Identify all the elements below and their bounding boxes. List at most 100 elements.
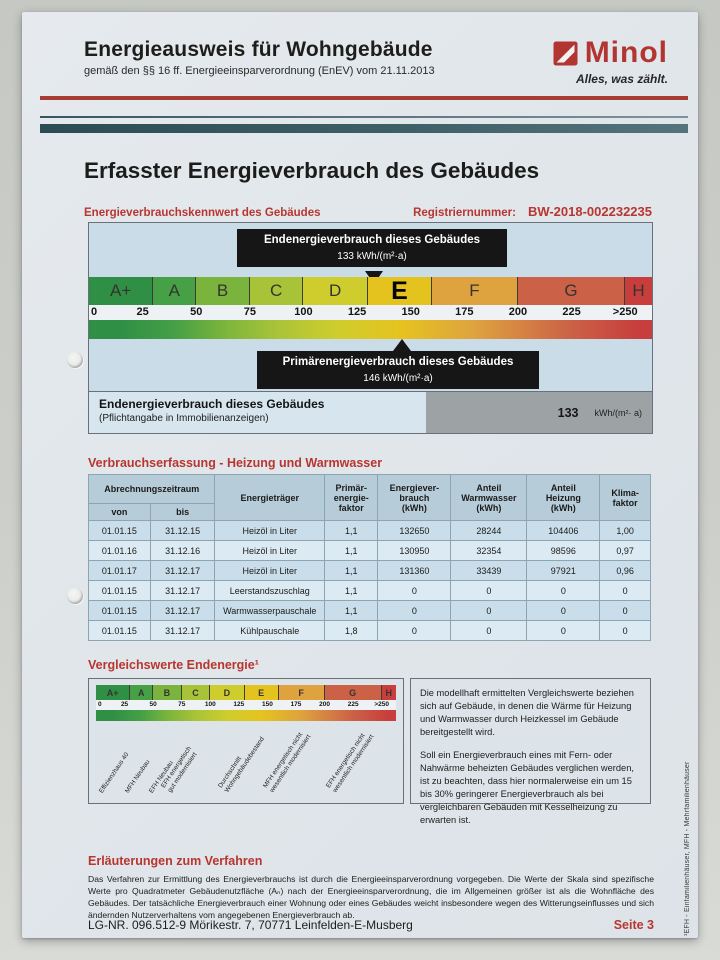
tick-125: 125 — [347, 306, 367, 318]
table-cell: Heizöl in Liter — [214, 540, 326, 561]
registry-number: BW-2018-002232235 — [527, 204, 652, 219]
comparison-scale-box: A+ A B C D E F G H 0 25 50 75 100 125 150 175 200 225 >250… — [88, 678, 404, 804]
table-cell: 01.01.15 — [88, 620, 151, 641]
table-cell: 28244 — [450, 520, 528, 541]
table-cell: 0 — [450, 620, 528, 641]
table-row: 01.01.17 31.12.17 Heizöl in Liter 1,1 131360… — [88, 560, 651, 581]
table-cell: 104406 — [526, 520, 601, 541]
table-cell: 1,1 — [324, 560, 379, 581]
end-energy-result-row: Endenergieverbrauch dieses Gebäudes (Pfl… — [89, 391, 652, 433]
tick-0: 0 — [98, 701, 102, 708]
end-energy-callout-value: 133 kWh/(m²·a) — [337, 250, 407, 262]
table-cell: 130950 — [377, 540, 452, 561]
scale-class-A+: A+ — [96, 685, 131, 700]
table-cell: 0 — [377, 580, 452, 601]
table-cell: 97921 — [526, 560, 601, 581]
energy-gradient-bar — [89, 320, 652, 339]
tick-100: 100 — [294, 306, 313, 318]
tick-50: 50 — [190, 306, 203, 318]
comparison-note-1: Die modellhaft ermittelten Vergleichswer… — [420, 688, 634, 738]
document-subtitle: gemäß den §§ 16 ff. Energieeinsparverord… — [84, 65, 435, 77]
tick-175: 175 — [455, 306, 474, 318]
table-cell: 01.01.16 — [88, 540, 151, 561]
end-energy-callout-title: Endenergieverbrauch dieses Gebäudes — [263, 234, 481, 246]
primary-energy-callout-title: Primärenergieverbrauch dieses Gebäudes — [282, 356, 514, 368]
scale-class-C: C — [249, 277, 304, 305]
page-number: Seite 3 — [613, 918, 654, 932]
tick->250: >250 — [374, 701, 390, 708]
energy-scale-panel: Endenergieverbrauch dieses Gebäudes 133 … — [88, 222, 653, 434]
scale-class-H: H — [381, 685, 396, 700]
table-cell: 0 — [377, 600, 452, 621]
tick-200: 200 — [319, 701, 330, 708]
scale-class-A: A — [153, 277, 197, 305]
scale-class-E: E — [244, 685, 279, 700]
comparison-benchmark-labels: Effizienzhaus 40 MFH Neubau EFH Neubau EFH … — [96, 721, 396, 797]
comparison-notes-box: Die modellhaft ermittelten Vergleichswer… — [410, 678, 651, 825]
table-cell: 31.12.17 — [149, 560, 216, 581]
tick-150: 150 — [261, 701, 273, 708]
table-cell: 98596 — [526, 540, 601, 561]
table-cell: 01.01.15 — [88, 600, 151, 621]
tick-225: 225 — [562, 306, 581, 318]
table-cell: 31.12.17 — [149, 620, 216, 641]
table-cell: 0 — [526, 620, 601, 641]
table-cell: 131360 — [377, 560, 452, 581]
hole-punch-bottom — [67, 588, 83, 604]
table-cell: 01.01.15 — [88, 580, 151, 601]
table-row: 01.01.15 31.12.17 Warmwasserpauschale 1,1 0 0… — [88, 600, 651, 621]
tick-50: 50 — [149, 701, 157, 708]
table-cell: Heizöl in Liter — [214, 560, 326, 581]
table-cell: 0 — [526, 600, 601, 621]
primary-energy-callout: Primärenergieverbrauch dieses Gebäudes 1… — [257, 351, 539, 389]
consumption-table-header: Abrechnungszeitraum Energieträger Primär… — [87, 474, 651, 521]
brand-block: Minol Alles, was zählt. — [553, 38, 668, 86]
table-cell: 0 — [599, 580, 651, 601]
table-cell: 31.12.17 — [149, 600, 216, 621]
table-cell: 31.12.17 — [149, 580, 216, 601]
scale-class-D: D — [210, 685, 245, 700]
table-cell: 0 — [526, 580, 601, 601]
scale-class-D: D — [303, 277, 368, 305]
tick-125: 125 — [233, 701, 245, 708]
explanation-title: Erläuterungen zum Verfahren — [88, 854, 263, 868]
brand-tagline: Alles, was zählt. — [575, 72, 668, 86]
table-cell: Kühlpauschale — [214, 620, 326, 641]
result-value-box: 133 kWh/(m²· a) — [426, 392, 652, 433]
explanation-body: Das Verfahren zur Ermittlung des Energie… — [88, 874, 654, 920]
table-cell: 32354 — [450, 540, 528, 561]
tick-200: 200 — [508, 306, 528, 318]
table-cell: 1,1 — [324, 600, 379, 621]
page-footer: LG-NR. 096.512-9 Mörikestr. 7, 70771 Lei… — [88, 918, 654, 932]
table-cell: 132650 — [377, 520, 452, 541]
scale-class-F: F — [278, 685, 325, 700]
result-sublabel: (Pflichtangabe in Immobilienanzeigen) — [99, 413, 269, 424]
col-energietraeger: Energieträger — [214, 474, 326, 521]
tick-25: 25 — [136, 306, 149, 318]
tick-0: 0 — [91, 306, 98, 318]
table-row: 01.01.16 31.12.16 Heizöl in Liter 1,1 130950… — [88, 540, 651, 561]
col-bis: bis — [149, 503, 216, 521]
table-cell: 0,96 — [599, 560, 651, 581]
scale-class-F: F — [432, 277, 518, 305]
document-title: Energieausweis für Wohngebäude — [84, 38, 433, 61]
table-cell: 0 — [599, 620, 651, 641]
table-cell: 31.12.15 — [149, 520, 216, 541]
table-cell: 0 — [599, 600, 651, 621]
table-cell: 01.01.15 — [88, 520, 151, 541]
energy-class-scale: A+ A B C D E F G H — [89, 277, 652, 305]
result-value: 133 — [557, 405, 579, 420]
tick-75: 75 — [178, 701, 186, 708]
minol-logo-icon — [553, 41, 578, 65]
end-energy-callout: Endenergieverbrauch dieses Gebäudes 133 … — [237, 229, 507, 267]
scale-class-A+: A+ — [89, 277, 154, 305]
hole-punch-top — [67, 352, 83, 368]
table-cell: 1,1 — [324, 520, 379, 541]
primary-energy-callout-value: 146 kWh/(m²·a) — [363, 372, 433, 384]
divider-bar-red — [40, 96, 688, 100]
table-cell: Warmwasserpauschale — [214, 600, 326, 621]
energy-scale-ticks: 0 25 50 75 100 125 150 175 200 225 >250 — [89, 305, 652, 320]
table-cell: 0,97 — [599, 540, 651, 561]
col-von: von — [88, 503, 151, 521]
